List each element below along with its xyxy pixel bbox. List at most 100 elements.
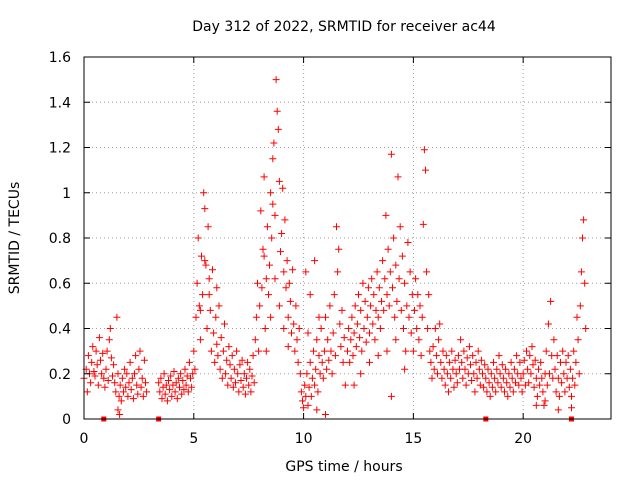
data-point — [260, 173, 268, 181]
data-point — [348, 313, 356, 321]
data-point — [401, 365, 409, 373]
data-point — [306, 291, 314, 299]
data-point — [181, 365, 189, 373]
data-point — [116, 381, 124, 389]
data-point — [121, 365, 129, 373]
data-point — [125, 379, 133, 387]
data-point — [116, 411, 124, 418]
data-point — [418, 313, 426, 321]
data-point — [424, 325, 432, 332]
data-point — [542, 347, 550, 355]
data-point — [177, 370, 185, 378]
data-point — [473, 374, 481, 382]
data-point — [250, 379, 258, 387]
data-point — [272, 76, 280, 84]
data-point — [204, 223, 212, 231]
data-point — [350, 381, 358, 389]
data-point — [129, 395, 137, 403]
data-point — [99, 349, 107, 357]
data-point — [254, 279, 261, 287]
data-point — [487, 370, 495, 378]
data-point — [112, 388, 120, 396]
data-point — [123, 370, 131, 378]
data-point — [188, 383, 196, 391]
data-point — [182, 381, 190, 389]
data-point — [419, 220, 427, 228]
data-point — [200, 189, 208, 197]
data-point — [383, 291, 391, 299]
data-point — [100, 374, 108, 382]
data-point — [350, 329, 358, 337]
data-point — [160, 370, 168, 378]
data-point — [429, 343, 437, 351]
data-point — [275, 177, 283, 185]
data-point — [318, 358, 326, 366]
data-point — [292, 302, 300, 310]
data-point — [221, 320, 228, 328]
data-point — [353, 320, 361, 328]
data-point — [426, 347, 434, 355]
data-point — [374, 313, 382, 321]
data-point — [143, 388, 151, 396]
data-point — [155, 379, 163, 387]
data-point — [271, 275, 279, 283]
data-point — [572, 358, 580, 366]
data-point — [528, 343, 536, 351]
data-point — [307, 392, 315, 400]
data-point — [329, 329, 337, 337]
data-point — [162, 381, 170, 389]
x-tick-label: 20 — [514, 431, 532, 447]
data-point — [237, 377, 245, 384]
data-point — [256, 302, 264, 310]
data-point — [285, 279, 293, 287]
data-point — [173, 395, 181, 403]
data-point — [312, 365, 320, 373]
data-point — [139, 392, 147, 400]
data-point — [375, 284, 383, 292]
data-point — [284, 343, 292, 351]
data-point — [325, 356, 333, 364]
data-point — [533, 392, 541, 400]
data-point — [443, 370, 451, 378]
data-point — [366, 358, 373, 366]
data-point — [403, 302, 411, 310]
data-point — [279, 184, 287, 192]
data-point — [389, 284, 396, 292]
data-point — [293, 336, 301, 344]
data-point — [87, 379, 95, 387]
grid-lines — [84, 57, 611, 419]
data-point — [205, 275, 213, 283]
data-point — [335, 245, 343, 253]
data-point — [106, 325, 114, 332]
data-point — [493, 365, 501, 373]
data-point — [240, 370, 248, 378]
data-point — [568, 392, 575, 400]
data-point — [107, 354, 115, 362]
data-point — [541, 397, 549, 405]
data-point — [370, 291, 378, 299]
data-point — [127, 386, 135, 394]
data-point — [90, 368, 98, 375]
y-tick-label: 0.2 — [49, 367, 71, 383]
data-point — [91, 372, 99, 380]
data-point — [286, 297, 294, 305]
data-point — [216, 365, 224, 373]
data-point — [213, 284, 221, 292]
data-points — [80, 76, 590, 422]
data-point — [89, 343, 97, 351]
data-point — [233, 347, 241, 355]
data-point — [278, 230, 286, 237]
data-point — [490, 358, 497, 366]
data-point — [296, 370, 304, 378]
data-point — [273, 107, 281, 115]
data-point — [315, 352, 323, 360]
data-point — [558, 379, 566, 387]
data-point — [195, 302, 203, 310]
data-point — [390, 234, 398, 242]
data-point — [467, 361, 474, 369]
data-point — [577, 268, 585, 276]
data-point — [440, 365, 448, 373]
data-point — [491, 374, 499, 382]
data-point — [430, 365, 438, 373]
data-point — [532, 401, 540, 409]
